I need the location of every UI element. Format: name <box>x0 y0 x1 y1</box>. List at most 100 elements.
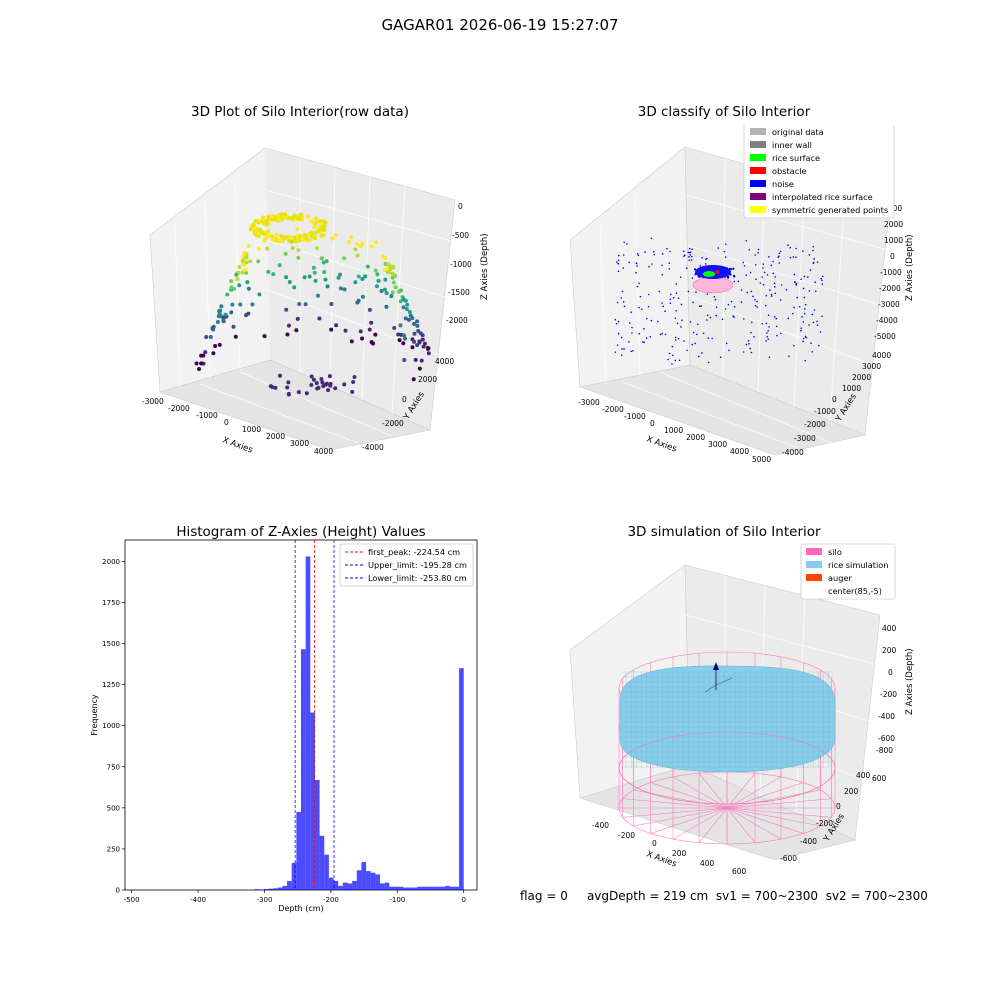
noise-point <box>754 264 757 266</box>
raw-point <box>295 227 300 232</box>
raw-point <box>250 302 255 307</box>
legend-swatch-inner-wall <box>750 141 766 148</box>
noise-point <box>803 308 806 310</box>
noise-point <box>640 308 643 311</box>
noise-point <box>628 341 630 343</box>
noise-point <box>761 323 763 325</box>
classify-y-tick: -2000 <box>804 420 826 429</box>
raw-point <box>256 259 261 264</box>
classify-x-tick: 4000 <box>730 447 749 456</box>
sim-y-tick: 200 <box>844 787 859 796</box>
noise-point <box>765 322 768 325</box>
noise-point <box>659 333 662 336</box>
raw-point <box>237 283 242 288</box>
noise-point <box>801 250 804 252</box>
noise-point <box>645 317 648 320</box>
raw-point <box>266 269 271 274</box>
raw-point <box>401 297 406 302</box>
noise-point <box>705 258 707 261</box>
raw-point <box>353 247 358 252</box>
raw-point <box>412 321 417 326</box>
noise-point <box>821 283 824 285</box>
noise-point <box>795 247 797 250</box>
rice-simulation-surface <box>619 665 836 773</box>
classify-y-tick: 1000 <box>842 384 861 393</box>
raw-point <box>417 340 422 345</box>
noise-point <box>764 304 767 307</box>
raw-point <box>342 382 347 387</box>
raw-point <box>314 381 319 386</box>
raw-point <box>244 313 249 318</box>
raw-point <box>349 339 354 344</box>
noise-point <box>778 262 781 264</box>
noise-point <box>617 270 620 273</box>
raw-point <box>373 332 378 337</box>
noise-point <box>630 311 632 314</box>
raw-point <box>277 263 282 268</box>
noise-point <box>623 241 626 243</box>
legend-swatch-symmetric <box>750 206 766 213</box>
noise-point <box>773 282 776 285</box>
raw-point <box>382 255 387 260</box>
raw-point <box>317 316 322 321</box>
raw-y-tick: 2000 <box>418 375 437 384</box>
histogram-bar <box>417 886 422 890</box>
legend-label-interpolated: interpolated rice surface <box>772 192 873 202</box>
noise-point <box>756 300 758 303</box>
sim-z-axis-label: Z Axies (Depth) <box>905 648 915 715</box>
silo-bottom-spoke <box>633 807 728 827</box>
histogram-bar <box>338 885 343 890</box>
histogram-y-tick-label: 1750 <box>102 599 120 607</box>
raw-point <box>350 389 355 394</box>
raw-point <box>358 244 363 249</box>
noise-point <box>661 264 663 267</box>
histogram-bar <box>375 874 381 890</box>
raw-point <box>352 374 357 379</box>
raw-point <box>374 284 379 289</box>
raw-point <box>360 277 365 282</box>
noise-point <box>713 296 716 298</box>
legend-swatch-original-data <box>750 128 766 135</box>
histogram-bar <box>314 779 320 890</box>
raw-point <box>243 268 248 273</box>
obstacle-points <box>715 270 719 274</box>
noise-point <box>793 344 795 347</box>
sim-z-tick: -800 <box>876 746 893 755</box>
noise-point <box>683 255 685 257</box>
raw-point <box>402 357 407 362</box>
raw-point <box>325 284 330 289</box>
noise-point <box>715 306 718 309</box>
noise-point <box>635 262 638 264</box>
noise-point <box>819 331 822 333</box>
raw-point <box>269 214 274 219</box>
noise-point <box>800 329 802 332</box>
raw-point <box>285 332 290 337</box>
noise-point <box>632 349 634 352</box>
noise-point <box>691 277 694 279</box>
raw-point <box>418 331 423 336</box>
noise-point <box>733 305 736 308</box>
noise-point <box>621 290 624 293</box>
classify-x-tick: 3000 <box>708 440 727 449</box>
noise-point <box>683 340 685 342</box>
raw-point <box>223 312 228 317</box>
raw-point <box>367 307 372 312</box>
noise-point <box>728 349 730 352</box>
raw-point <box>221 318 226 323</box>
noise-point <box>812 245 815 248</box>
noise-point <box>715 314 718 317</box>
sim-x-tick: 0 <box>652 839 657 848</box>
raw-point <box>279 216 285 222</box>
raw-point <box>229 310 234 315</box>
raw-point <box>421 344 426 349</box>
noise-point <box>795 256 797 258</box>
raw-point <box>311 265 316 270</box>
legend-label-obstacle: obstacle <box>772 166 807 176</box>
classify-z-tick: -2000 <box>879 284 901 293</box>
raw-plot-title: 3D Plot of Silo Interior(row data) <box>191 104 409 120</box>
raw-point <box>261 231 267 236</box>
raw-point <box>271 272 276 277</box>
raw-point <box>268 384 273 389</box>
raw-point <box>314 229 320 235</box>
noise-point <box>689 254 692 256</box>
